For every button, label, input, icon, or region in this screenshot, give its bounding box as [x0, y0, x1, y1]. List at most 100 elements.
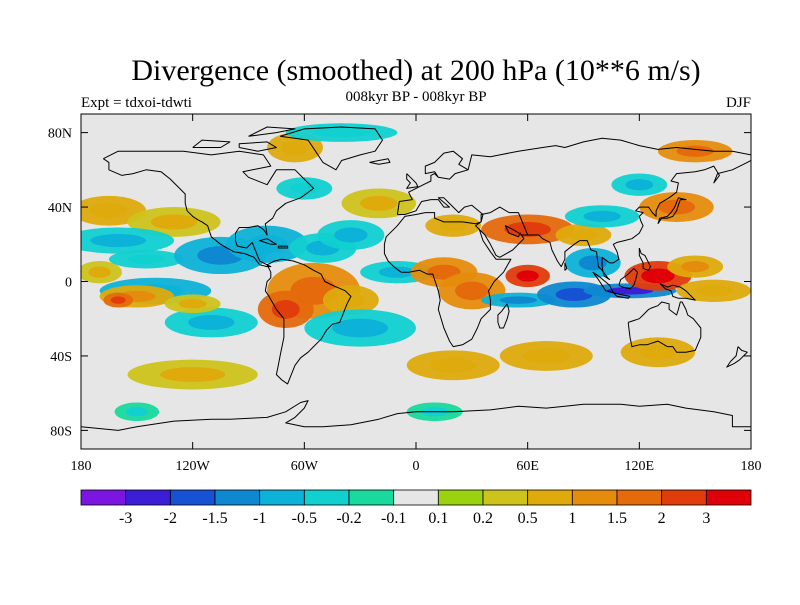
coastline-5: [467, 137, 751, 170]
coastline-0: [103, 150, 315, 268]
colorbar-swatch-14: [705, 489, 752, 506]
field-core-40: [160, 367, 226, 382]
x-tick-label-0: 180: [71, 459, 92, 474]
coastline-7: [527, 160, 751, 281]
colorbar-label-13: 3: [702, 510, 710, 527]
coastlines: [81, 126, 751, 431]
colorbar-label-2: -1.5: [202, 510, 227, 527]
field-core-3: [90, 234, 147, 248]
field-core-15: [110, 296, 126, 304]
coastline-2: [264, 258, 352, 385]
field-core-27: [681, 261, 710, 273]
field-core-12: [271, 300, 300, 319]
colorbar-label-12: 2: [658, 510, 666, 527]
coastline-12: [612, 292, 631, 299]
field-core-36: [290, 182, 319, 195]
field-core-41: [429, 357, 477, 373]
field-core-32: [583, 210, 621, 222]
colorbar-swatch-12: [616, 489, 663, 506]
field-core-44: [125, 407, 148, 417]
field-core-20: [455, 281, 489, 301]
coastline-17: [726, 346, 748, 368]
y-tick-label-2: 0: [65, 276, 72, 291]
coastline-24: [248, 126, 296, 137]
colorbar-label-5: -0.2: [336, 510, 361, 527]
field-core-22: [499, 296, 537, 304]
field-core-29: [504, 221, 551, 237]
field-core-4: [127, 254, 165, 264]
field-core-17: [332, 318, 389, 338]
coastline-9: [627, 301, 702, 353]
x-tick-label-5: 120E: [625, 459, 655, 474]
y-tick-label-1: 40N: [48, 201, 72, 216]
field-core-43: [639, 344, 677, 360]
coastline-15: [497, 303, 510, 329]
colorbar-swatch-0: [80, 489, 127, 506]
colorbar-label-7: 0.1: [428, 510, 448, 527]
field-core-42: [523, 348, 570, 364]
coastline-22: [238, 141, 277, 152]
colorbar-swatch-6: [348, 489, 395, 506]
field-core-2: [150, 214, 198, 230]
field-core-37: [676, 145, 714, 157]
field-core-21: [516, 270, 539, 282]
field-core-1: [88, 266, 111, 278]
colorbar-swatch-3: [214, 489, 261, 506]
field-core-39: [313, 127, 370, 138]
field-core-13: [336, 292, 365, 308]
colorbar-swatch-8: [437, 489, 484, 506]
colorbar-label-0: -3: [119, 510, 132, 527]
coastline-18: [81, 400, 751, 431]
axes: 180 120W 60W 0 60E 120E 180 80N 40N 0 40S 80S: [48, 114, 762, 474]
experiment-label: Expt = tdxoi-tdwti: [81, 95, 192, 111]
coastline-16: [564, 262, 568, 271]
field-core-30: [569, 229, 598, 241]
colorbar-swatch-7: [393, 489, 439, 506]
coastline-8: [657, 197, 687, 225]
coastline-11: [618, 268, 638, 290]
coastline-14: [638, 247, 651, 271]
coastline-23: [192, 139, 231, 148]
colorbar-label-6: -0.1: [381, 510, 406, 527]
colorbar-label-10: 1: [568, 510, 576, 527]
x-tick-label-3: 0: [413, 459, 420, 474]
coastline-3: [383, 197, 529, 348]
coastline-21: [369, 158, 391, 165]
coastline-1: [279, 126, 383, 171]
field-core-34: [625, 179, 654, 191]
field-core-18: [378, 266, 416, 278]
field-core-33: [657, 199, 696, 215]
colorbar-swatch-9: [482, 489, 529, 506]
field-core-24: [578, 255, 607, 271]
colorbar-label-1: -2: [164, 510, 177, 527]
colorbar-label-4: -0.5: [292, 510, 317, 527]
colorbar-swatch-13: [661, 489, 707, 506]
field-core-31: [439, 220, 468, 232]
field-core-7: [246, 234, 288, 254]
y-tick-label-3: 40S: [50, 350, 72, 365]
colorbar-swatch-10: [527, 489, 573, 506]
colorbar-label-9: 0.5: [518, 510, 538, 527]
x-tick-label-4: 60E: [516, 459, 539, 474]
x-tick-label-1: 120W: [176, 459, 211, 474]
field-core-23: [555, 288, 593, 302]
coastline-10: [592, 271, 614, 294]
coastline-19: [259, 238, 277, 245]
field-core-35: [360, 195, 398, 211]
field-core-38: [281, 140, 309, 155]
colorbar-swatch-5: [303, 489, 350, 506]
colorbar-swatch-2: [169, 489, 216, 506]
colorbar-swatch-4: [259, 489, 305, 506]
field-core-28: [695, 285, 733, 297]
field-core-16: [178, 299, 207, 309]
field-core-26: [641, 268, 675, 284]
y-tick-label-4: 80S: [50, 424, 72, 439]
coastline-20: [277, 245, 289, 249]
y-tick-label-0: 80N: [48, 127, 72, 142]
divergence-field: [81, 123, 751, 422]
x-tick-label-6: 180: [741, 459, 762, 474]
x-tick-label-2: 60W: [291, 459, 319, 474]
coastline-13: [659, 282, 696, 301]
